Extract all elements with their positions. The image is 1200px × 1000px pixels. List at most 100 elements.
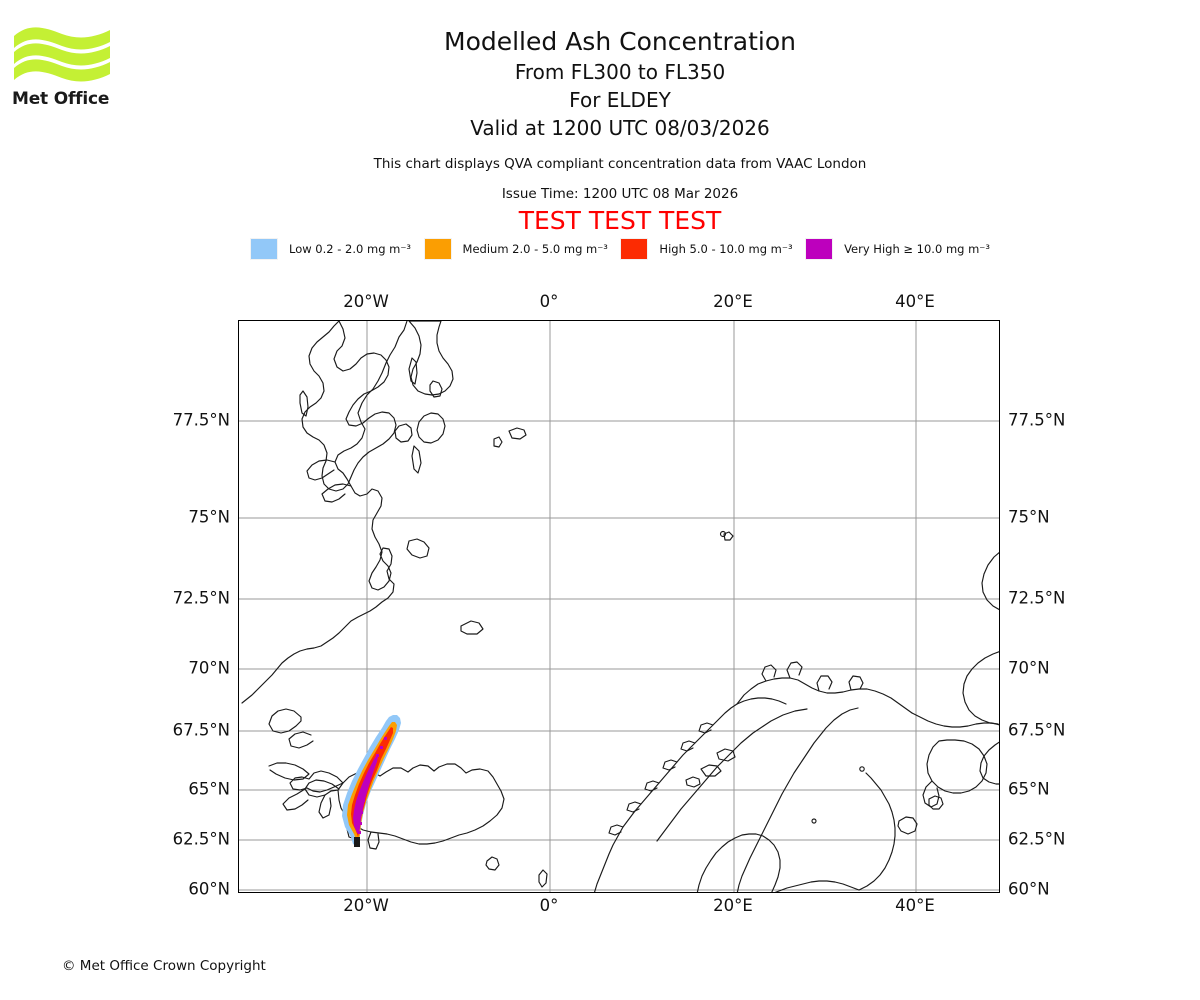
island-greenland-ne-1 [408, 357, 418, 385]
lon-tick-top: 20°W [343, 292, 389, 311]
coastline-greenland-fjord-d [288, 731, 314, 749]
coastline-russia-kola [911, 712, 999, 728]
lat-tick-left: 65°N [188, 779, 230, 799]
lat-tick-right: 65°N [1008, 779, 1050, 799]
lat-tick-right: 60°N [1008, 879, 1050, 899]
island-svalbard-prins-karl [299, 390, 309, 417]
islet-2 [859, 766, 865, 772]
island-svalbard-edge [416, 412, 446, 444]
island-shetland [538, 869, 548, 888]
coastline-norway [593, 697, 787, 892]
legend-label-high: High 5.0 - 10.0 mg m⁻³ [659, 242, 793, 256]
coastline-greenland-fjord-a [306, 459, 336, 481]
coastline-norway-fjords [608, 722, 714, 836]
coastline-iceland-peninsula [282, 788, 309, 811]
lake-ladoga [897, 816, 918, 835]
legend-swatch-very-high [805, 238, 834, 260]
island-svalbard-nordaustlandet [408, 321, 454, 396]
island-kvitoya-2 [493, 436, 503, 448]
page-title: Modelled Ash Concentration [444, 27, 796, 56]
chart-header: Modelled Ash Concentration From FL300 to… [240, 26, 1000, 236]
lon-tick-bottom: 40°E [895, 896, 935, 915]
lon-tick-bottom: 20°E [713, 896, 753, 915]
coastline-greenland [241, 321, 408, 704]
legend-swatch-low [250, 238, 278, 260]
lat-tick-left: 72.5°N [172, 588, 230, 608]
legend-label-medium: Medium 2.0 - 5.0 mg m⁻³ [462, 242, 608, 256]
lon-tick-top: 20°E [713, 292, 753, 311]
subtitle-flight-levels: From FL300 to FL350 [514, 60, 726, 84]
island-vesteralen [716, 748, 736, 762]
coastline-iceland-inlet-c [367, 831, 380, 850]
coastline-finland-south [774, 880, 860, 892]
qva-note: This chart displays QVA compliant concen… [373, 156, 867, 172]
ash-plume-very-high [353, 756, 378, 834]
island-lofoten [700, 764, 722, 777]
test-banner: TEST TEST TEST [518, 206, 722, 235]
map-graphic [239, 321, 999, 892]
coastline-greenland-fjord-b [321, 483, 352, 503]
island-lofoten-2 [685, 776, 701, 788]
legend-label-low: Low 0.2 - 2.0 mg m⁻³ [289, 242, 412, 256]
island-faroe [485, 856, 500, 871]
map-plot-area [238, 320, 1000, 893]
coastline-kanin [979, 741, 999, 785]
subtitle-volcano: For ELDEY [569, 88, 671, 112]
island-svalbard-spitsbergen [301, 321, 397, 492]
met-office-logo-text: Met Office [12, 89, 110, 109]
island-greenland-ne-4 [406, 538, 430, 559]
map-gridlines [239, 321, 999, 892]
ash-plume-core-speckles [358, 737, 387, 834]
met-office-logo: Met Office [12, 24, 122, 114]
border-sweden-finland [736, 707, 859, 892]
lat-tick-left: 60°N [188, 879, 230, 899]
lat-tick-right: 70°N [1008, 658, 1050, 678]
lat-tick-right: 62.5°N [1008, 829, 1066, 849]
lat-tick-right: 67.5°N [1008, 720, 1066, 740]
coastline-greenland-fjord-e [268, 762, 310, 781]
lon-tick-bottom: 20°W [343, 896, 389, 915]
lon-tick-top: 40°E [895, 292, 935, 311]
legend-entry-low: Low 0.2 - 2.0 mg m⁻³ [250, 238, 411, 260]
lon-tick-top: 0° [539, 292, 559, 311]
coastlines [241, 321, 999, 892]
coastline-iceland-westfjords [289, 770, 344, 793]
island-bear [723, 531, 734, 541]
legend-entry-very-high: Very High ≥ 10.0 mg m⁻³ [805, 238, 990, 260]
islet-1 [719, 530, 727, 538]
lat-tick-left: 77.5°N [172, 410, 230, 430]
legend-entry-medium: Medium 2.0 - 5.0 mg m⁻³ [423, 238, 608, 260]
coastline-finnmark-fjords [761, 661, 864, 692]
lat-tick-right: 75°N [1008, 507, 1050, 527]
map-container [238, 320, 1000, 893]
legend-swatch-medium [423, 238, 452, 260]
island-greenland-ne-3 [411, 445, 422, 474]
legend-entry-high: High 5.0 - 10.0 mg m⁻³ [620, 238, 793, 260]
lat-tick-right: 72.5°N [1008, 588, 1066, 608]
lat-tick-right: 77.5°N [1008, 410, 1066, 430]
subtitle-valid-time: Valid at 1200 UTC 08/03/2026 [470, 116, 770, 140]
island-greenland-ne-2 [429, 380, 443, 398]
island-svalbard-barents [394, 423, 413, 443]
concentration-legend: Low 0.2 - 2.0 mg m⁻³ Medium 2.0 - 5.0 mg … [240, 238, 1000, 260]
lat-tick-left: 75°N [188, 507, 230, 527]
lat-tick-left: 67.5°N [172, 720, 230, 740]
legend-swatch-high [620, 238, 649, 260]
coastline-iceland-inlet-a [318, 794, 332, 819]
copyright-notice: © Met Office Crown Copyright [62, 958, 266, 974]
lon-tick-bottom: 0° [539, 896, 559, 915]
island-kvitoya [508, 427, 527, 440]
coastline-gulf-bothnia [696, 833, 781, 892]
lat-tick-left: 70°N [188, 658, 230, 678]
ash-source-marker [354, 837, 360, 847]
coastline-white-sea [926, 739, 988, 794]
border-norway-sweden [656, 708, 808, 842]
ash-plume [342, 715, 401, 847]
lat-tick-left: 62.5°N [172, 829, 230, 849]
legend-label-very-high: Very High ≥ 10.0 mg m⁻³ [844, 242, 990, 256]
lake-onega [928, 795, 944, 810]
coastline-finnmark [736, 677, 913, 714]
coastline-greenland-fjord-c [268, 708, 302, 734]
issue-time: Issue Time: 1200 UTC 08 Mar 2026 [501, 186, 739, 202]
island-jan-mayen [460, 620, 484, 635]
